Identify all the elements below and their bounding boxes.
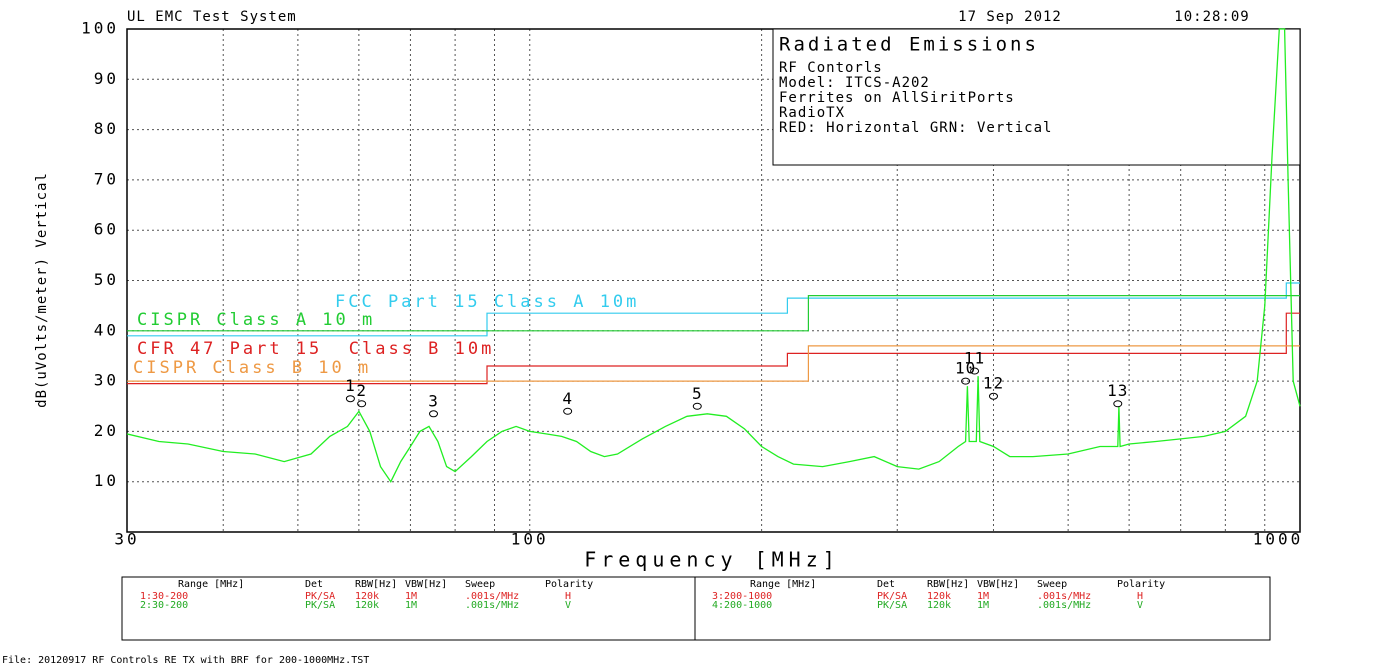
- table-header: Polarity: [1117, 579, 1165, 590]
- table-cell: H: [1137, 591, 1143, 602]
- marker: [429, 410, 439, 418]
- table-cell: 1M: [405, 600, 417, 611]
- table-header: Det: [305, 579, 323, 590]
- limit-label: CFR 47 Part 15 Class B 10m: [137, 339, 494, 359]
- marker: [692, 402, 702, 410]
- y-tick-label: 80: [94, 119, 119, 138]
- info-line: Model: ITCS-A202: [779, 75, 930, 91]
- marker-label: 5: [692, 384, 703, 403]
- table-header: Range [MHz]: [750, 579, 816, 590]
- table-cell: 1M: [977, 591, 989, 602]
- table-cell: 3:200-1000: [712, 591, 772, 602]
- limit-label: FCC Part 15 Class A 10m: [335, 292, 639, 312]
- table-cell: V: [565, 600, 571, 611]
- table-cell: PK/SA: [877, 600, 907, 611]
- table-cell: .001s/MHz: [465, 591, 519, 602]
- y-tick-label: 20: [94, 421, 119, 440]
- table-header: VBW[Hz]: [977, 579, 1019, 590]
- x-tick-label: 1000: [1253, 530, 1304, 549]
- table-header: Polarity: [545, 579, 593, 590]
- info-title: Radiated Emissions: [779, 34, 1039, 56]
- table-cell: 120k: [927, 591, 951, 602]
- table-header: Sweep: [1037, 579, 1067, 590]
- marker-label: 4: [562, 389, 573, 408]
- limit-line: [127, 282, 1300, 337]
- table-cell: 120k: [927, 600, 951, 611]
- limit-label: CISPR Class B 10 m: [133, 358, 371, 378]
- footer: File: 20120917 RF Controls RE TX with BR…: [2, 655, 369, 666]
- table-cell: 1:30-200: [140, 591, 188, 602]
- system-name: UL EMC Test System: [127, 9, 297, 25]
- marker: [1113, 400, 1123, 408]
- table-header: Range [MHz]: [178, 579, 244, 590]
- marker-label: 10: [955, 359, 976, 378]
- settings-table: [121, 576, 1271, 641]
- marker-label: 11: [964, 349, 985, 368]
- table-cell: H: [565, 591, 571, 602]
- table-cell: 1M: [405, 591, 417, 602]
- info-line: RF Contorls: [779, 60, 883, 76]
- y-tick-label: 90: [94, 69, 119, 88]
- y-axis-label: dB(uVolts/meter) Vertical: [34, 172, 50, 408]
- table-cell: PK/SA: [877, 591, 907, 602]
- limit-line: [127, 295, 1300, 332]
- y-tick-label: 40: [94, 320, 119, 339]
- marker: [563, 407, 573, 415]
- table-cell: V: [1137, 600, 1143, 611]
- x-tick-label: 30: [114, 530, 139, 549]
- table-cell: 1M: [977, 600, 989, 611]
- trace: [126, 28, 1301, 483]
- marker: [961, 377, 971, 385]
- time: 10:28:09: [1174, 9, 1249, 25]
- table-header: RBW[Hz]: [927, 579, 969, 590]
- table-cell: .001s/MHz: [1037, 591, 1091, 602]
- marker-label: 1: [345, 376, 356, 395]
- plot-frame: [126, 28, 1301, 533]
- table-cell: .001s/MHz: [1037, 600, 1091, 611]
- table-header: VBW[Hz]: [405, 579, 447, 590]
- marker: [345, 395, 355, 403]
- x-tick-label: 100: [511, 530, 549, 549]
- table-cell: 2:30-200: [140, 600, 188, 611]
- y-tick-label: 30: [94, 371, 119, 390]
- table-header: Sweep: [465, 579, 495, 590]
- y-tick-label: 50: [94, 270, 119, 289]
- table-cell: .001s/MHz: [465, 600, 519, 611]
- table-cell: PK/SA: [305, 600, 335, 611]
- marker-label: 3: [428, 391, 439, 410]
- info-line: Ferrites on AllSiritPorts: [779, 90, 1015, 106]
- info-line: RadioTX: [779, 105, 845, 121]
- marker-label: 2: [356, 381, 367, 400]
- table-cell: PK/SA: [305, 591, 335, 602]
- date: 17 Sep 2012: [958, 9, 1062, 25]
- table-header: RBW[Hz]: [355, 579, 397, 590]
- x-axis-label: Frequency [MHz]: [584, 548, 840, 572]
- y-tick-label: 10: [94, 471, 119, 490]
- table-header: Det: [877, 579, 895, 590]
- table-cell: 120k: [355, 600, 379, 611]
- table-cell: 120k: [355, 591, 379, 602]
- marker: [988, 392, 998, 400]
- info-line: RED: Horizontal GRN: Vertical: [779, 120, 1052, 136]
- marker: [357, 400, 367, 408]
- marker: [970, 367, 980, 375]
- y-tick-label: 100: [81, 19, 119, 38]
- info-box: [772, 28, 1301, 166]
- limit-label: CISPR Class A 10 m: [137, 310, 375, 330]
- y-tick-label: 70: [94, 169, 119, 188]
- y-tick-label: 60: [94, 220, 119, 239]
- marker-label: 13: [1107, 381, 1128, 400]
- limit-line: [127, 345, 1300, 382]
- table-cell: 4:200-1000: [712, 600, 772, 611]
- marker-label: 12: [983, 374, 1004, 393]
